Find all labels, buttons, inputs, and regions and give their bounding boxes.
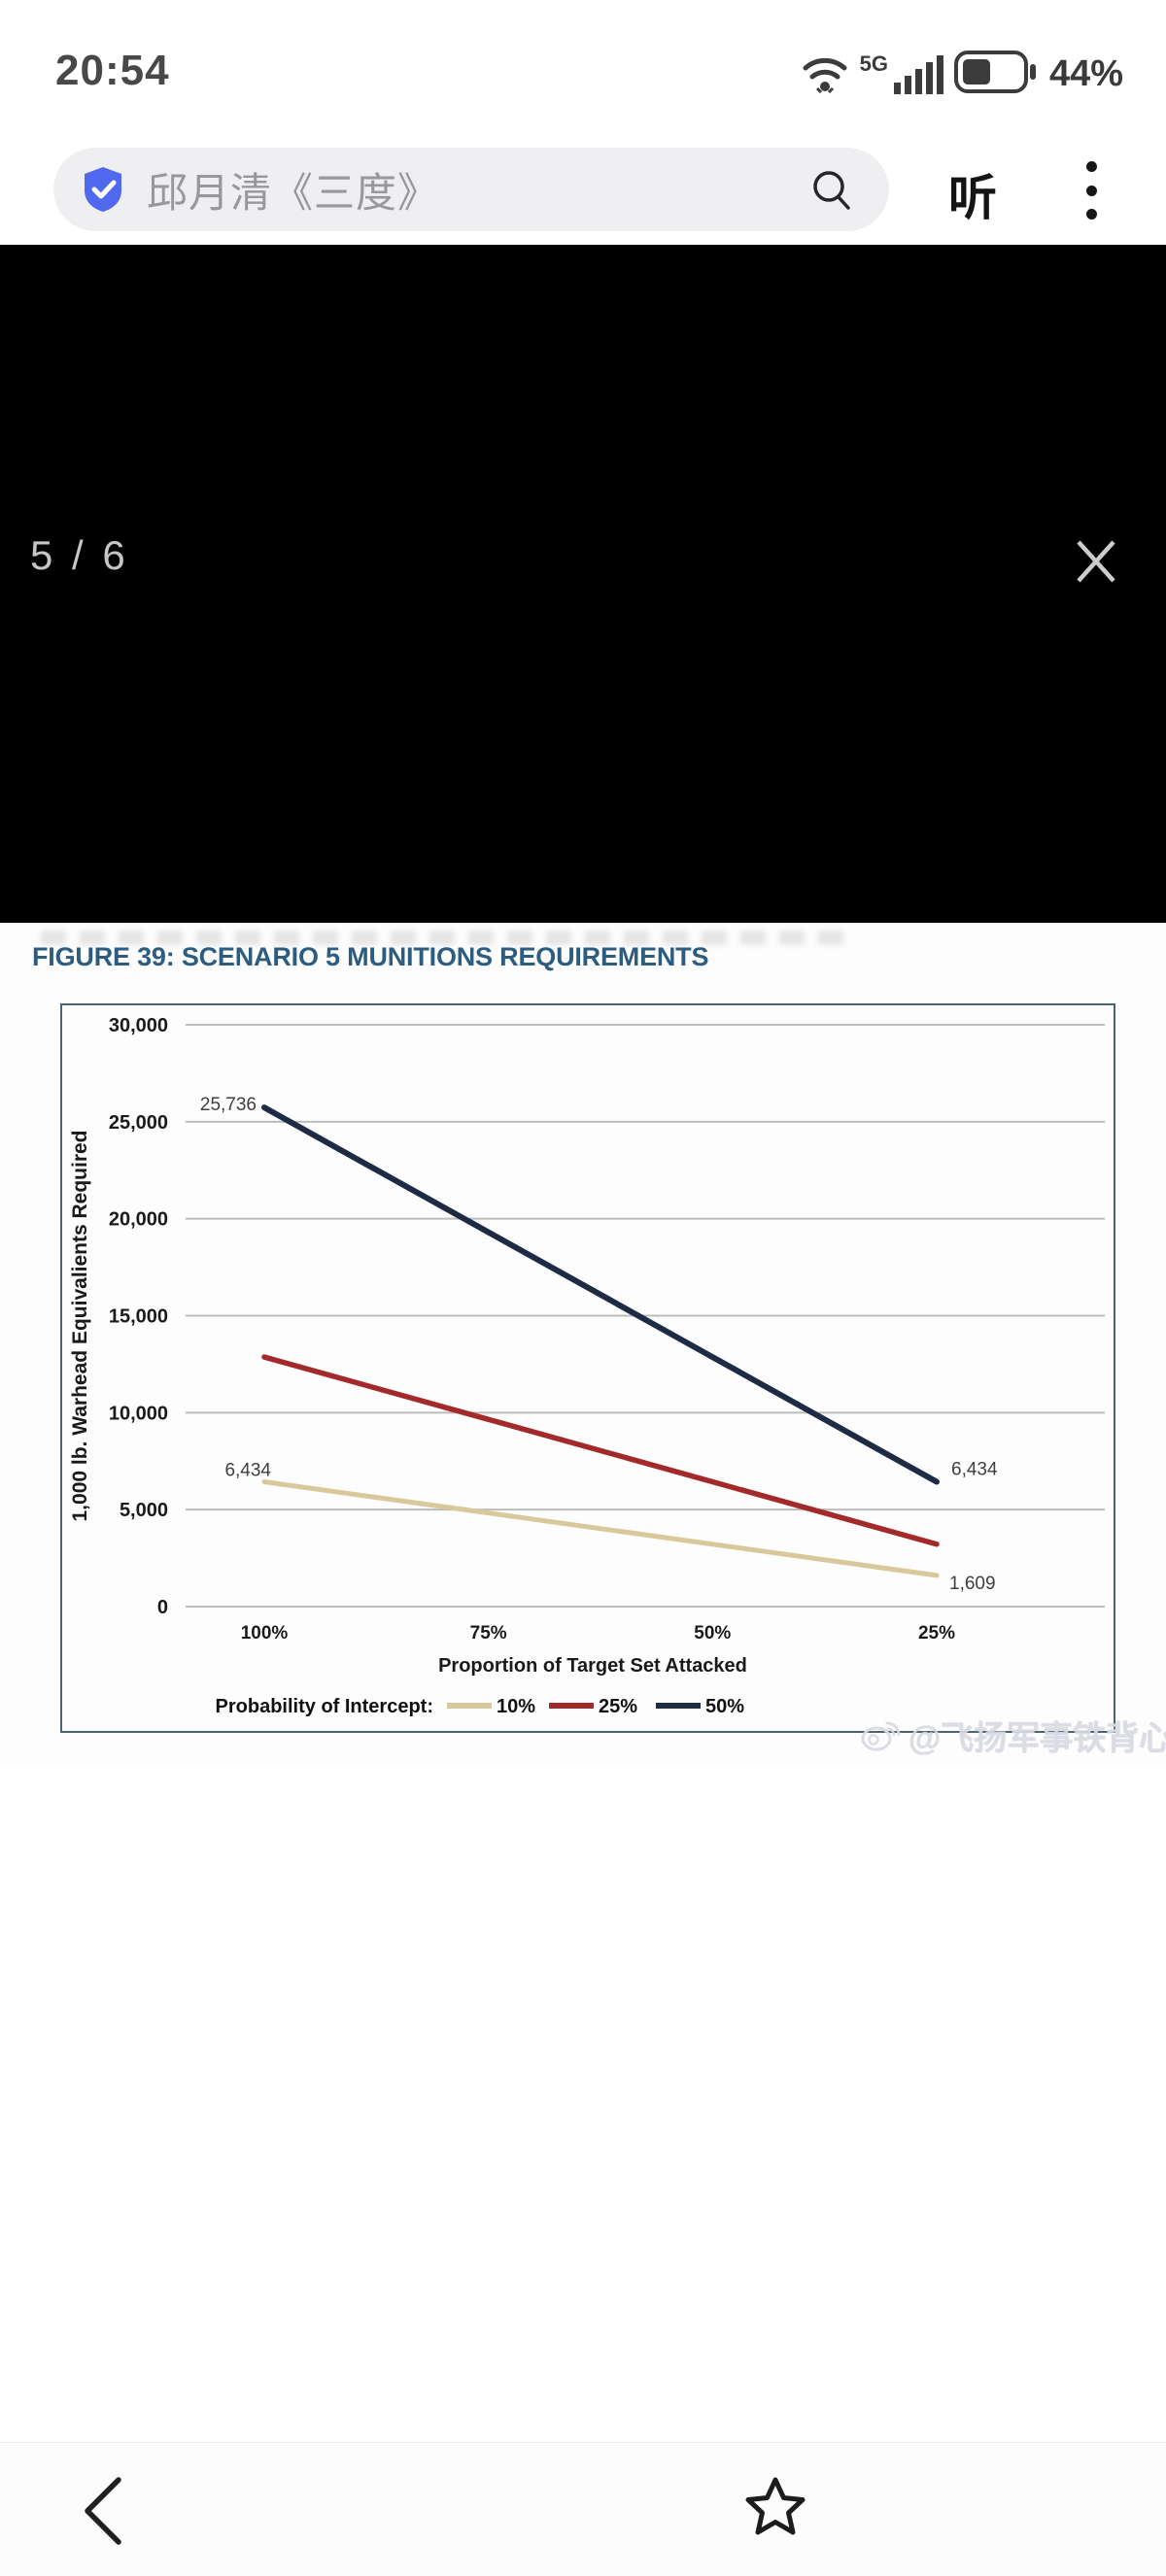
watermark: @飞扬军事铁背心	[860, 1712, 1166, 1759]
svg-text:Proportion of Target Set Attac: Proportion of Target Set Attacked	[438, 1655, 747, 1677]
battery-percent-label: 44%	[1048, 52, 1123, 94]
browser-search-row: 邱月清《三度》 听	[0, 146, 1166, 245]
svg-text:1,609: 1,609	[949, 1574, 996, 1594]
bookmark-star-button[interactable]	[741, 2474, 809, 2545]
svg-text:15,000: 15,000	[109, 1306, 168, 1328]
status-time: 20:54	[55, 47, 170, 94]
svg-text:50%: 50%	[705, 1696, 744, 1717]
svg-text:25%: 25%	[599, 1696, 637, 1717]
listen-button[interactable]: 听	[948, 171, 997, 225]
blurred-text-artifact	[41, 931, 857, 945]
svg-text:25%: 25%	[918, 1623, 955, 1644]
figure-title: FIGURE 39: SCENARIO 5 MUNITIONS REQUIREM…	[32, 942, 709, 971]
close-icon[interactable]	[1071, 536, 1121, 592]
svg-text:6,434: 6,434	[951, 1460, 998, 1480]
svg-text:100%: 100%	[241, 1623, 289, 1644]
search-icon[interactable]	[809, 168, 854, 218]
svg-text:5,000: 5,000	[120, 1500, 168, 1521]
figure-image[interactable]: FIGURE 39: SCENARIO 5 MUNITIONS REQUIREM…	[0, 923, 1166, 1766]
munitions-line-chart: 0 5,000 10,000 15,000 20,000 25,000 30,000 1,00…	[60, 1003, 1115, 1733]
svg-text:75%: 75%	[470, 1623, 507, 1644]
chart-canvas: 0 5,000 10,000 15,000 20,000 25,000 30,000 1,00…	[69, 1015, 1105, 1717]
back-button[interactable]	[78, 2476, 128, 2551]
browser-nav-bar: 1 du	[0, 2442, 1166, 2576]
svg-text:6,434: 6,434	[224, 1461, 271, 1481]
status-icons: 5G 44%	[800, 49, 1123, 99]
svg-text:30,000: 30,000	[109, 1015, 168, 1036]
verified-shield-icon	[81, 165, 125, 214]
battery-icon	[953, 49, 1038, 100]
search-query-text: 邱月清《三度》	[147, 169, 440, 216]
signal-bars-icon	[892, 48, 944, 101]
wifi-icon	[800, 47, 850, 102]
svg-text:25,736: 25,736	[200, 1095, 257, 1115]
watermark-handle: @飞扬军事铁背心	[909, 1720, 1166, 1757]
svg-text:0: 0	[157, 1597, 168, 1618]
svg-text:20,000: 20,000	[109, 1209, 168, 1231]
svg-text:Probability of Intercept:: Probability of Intercept:	[216, 1696, 433, 1717]
status-bar: 20:54 5G	[0, 0, 1166, 146]
svg-text:10%: 10%	[497, 1696, 535, 1717]
svg-text:50%: 50%	[694, 1623, 731, 1644]
svg-text:10,000: 10,000	[109, 1403, 168, 1424]
kebab-menu-icon[interactable]	[1084, 161, 1098, 220]
image-viewer-backdrop-top: 5 / 6	[0, 245, 1166, 923]
image-page-counter: 5 / 6	[30, 532, 129, 578]
search-input[interactable]: 邱月清《三度》	[53, 148, 889, 231]
svg-text:25,000: 25,000	[109, 1112, 168, 1134]
network-type-label: 5G	[859, 51, 888, 76]
weibo-logo-icon	[860, 1713, 903, 1757]
svg-text:1,000 lb. Warhead Equivalients: 1,000 lb. Warhead Equivalients Required	[69, 1130, 91, 1521]
